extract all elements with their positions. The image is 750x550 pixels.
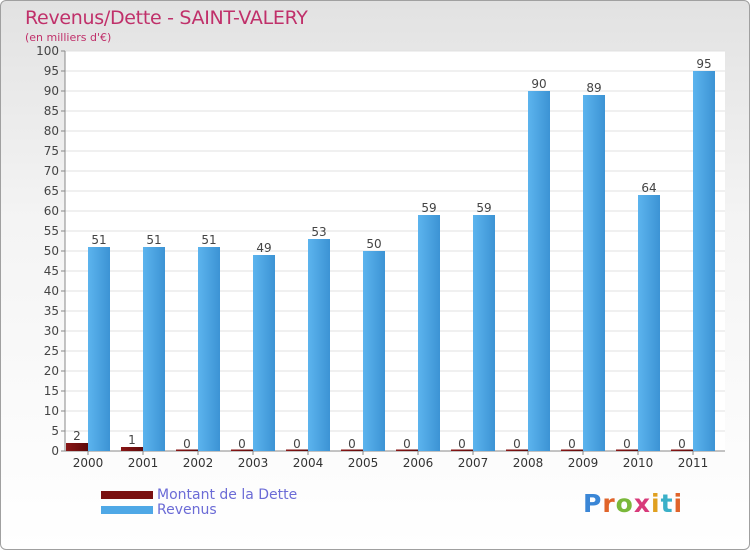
- x-tick-label-2010: 2010: [623, 456, 654, 470]
- y-tick-label-10: 10: [44, 404, 59, 418]
- label-revenus-2002: 51: [201, 233, 216, 247]
- bar-dette-2008: [506, 449, 528, 451]
- legend-label-dette: Montant de la Dette: [157, 487, 298, 503]
- label-revenus-2004: 53: [311, 225, 326, 239]
- label-dette-2010: 0: [623, 437, 631, 451]
- logo-letter: r: [602, 489, 616, 518]
- label-dette-2011: 0: [678, 437, 686, 451]
- label-revenus-2010: 64: [641, 181, 656, 195]
- y-tick-label-80: 80: [44, 124, 59, 138]
- x-tick-label-2011: 2011: [678, 456, 709, 470]
- bar-revenus-2001: [143, 247, 165, 451]
- x-tick-label-2005: 2005: [348, 456, 379, 470]
- y-tick-label-85: 85: [44, 104, 59, 118]
- label-revenus-2006: 59: [421, 201, 436, 215]
- label-revenus-2005: 50: [366, 237, 381, 251]
- x-tick-label-2007: 2007: [458, 456, 489, 470]
- y-tick-label-55: 55: [44, 224, 59, 238]
- y-tick-label-30: 30: [44, 324, 59, 338]
- label-revenus-2000: 51: [91, 233, 106, 247]
- label-dette-2004: 0: [293, 437, 301, 451]
- label-dette-2009: 0: [568, 437, 576, 451]
- y-tick-label-0: 0: [51, 444, 59, 458]
- bar-dette-2011: [671, 449, 693, 451]
- label-revenus-2001: 51: [146, 233, 161, 247]
- chart-subtitle: (en milliers d'€): [25, 31, 112, 44]
- label-dette-2005: 0: [348, 437, 356, 451]
- x-tick-label-2006: 2006: [403, 456, 434, 470]
- x-tick-label-2002: 2002: [183, 456, 214, 470]
- logo-letter: i: [651, 489, 661, 518]
- y-tick-label-70: 70: [44, 164, 59, 178]
- logo-letter: i: [673, 489, 684, 518]
- x-tick-label-2008: 2008: [513, 456, 544, 470]
- label-dette-2002: 0: [183, 437, 191, 451]
- y-tick-label-100: 100: [36, 44, 59, 58]
- bar-revenus-2000: [88, 247, 110, 451]
- chart-title: Revenus/Dette - SAINT-VALERY: [25, 7, 308, 29]
- bar-revenus-2007: [473, 215, 495, 451]
- bar-revenus-2008: [528, 91, 550, 451]
- bar-dette-2005: [341, 449, 363, 451]
- y-tick-label-65: 65: [44, 184, 59, 198]
- logo-letter: P: [583, 489, 603, 518]
- bar-dette-2000: [66, 443, 88, 451]
- label-dette-2003: 0: [238, 437, 246, 451]
- logo-letter: x: [633, 489, 651, 518]
- y-tick-label-35: 35: [44, 304, 59, 318]
- label-revenus-2011: 95: [696, 57, 711, 71]
- y-tick-label-75: 75: [44, 144, 59, 158]
- y-tick-label-25: 25: [44, 344, 59, 358]
- label-dette-2007: 0: [458, 437, 466, 451]
- y-tick-label-60: 60: [44, 204, 59, 218]
- x-tick-label-2003: 2003: [238, 456, 269, 470]
- y-tick-label-90: 90: [44, 84, 59, 98]
- bar-revenus-2006: [418, 215, 440, 451]
- legend-label-revenus: Revenus: [157, 502, 217, 518]
- logo-letter: t: [660, 489, 674, 518]
- y-tick-label-5: 5: [51, 424, 59, 438]
- y-tick-label-95: 95: [44, 64, 59, 78]
- label-revenus-2007: 59: [476, 201, 491, 215]
- label-dette-2000: 2: [73, 429, 81, 443]
- bar-dette-2010: [616, 449, 638, 451]
- bar-dette-2003: [231, 449, 253, 451]
- x-tick-label-2001: 2001: [128, 456, 159, 470]
- bar-dette-2009: [561, 449, 583, 451]
- y-tick-label-40: 40: [44, 284, 59, 298]
- y-tick-label-15: 15: [44, 384, 59, 398]
- y-tick-label-50: 50: [44, 244, 59, 258]
- bar-dette-2006: [396, 449, 418, 451]
- legend-swatch-dette: [101, 491, 153, 499]
- x-tick-label-2009: 2009: [568, 456, 599, 470]
- legend-swatch-revenus: [101, 506, 153, 514]
- label-dette-2006: 0: [403, 437, 411, 451]
- label-revenus-2009: 89: [586, 81, 601, 95]
- bar-revenus-2009: [583, 95, 605, 451]
- bar-revenus-2005: [363, 251, 385, 451]
- bar-revenus-2010: [638, 195, 660, 451]
- logo-letter: o: [615, 489, 634, 518]
- x-tick-label-2000: 2000: [73, 456, 104, 470]
- proxiti-logo: Proxiti: [583, 489, 683, 518]
- bar-dette-2007: [451, 449, 473, 451]
- bar-revenus-2004: [308, 239, 330, 451]
- label-dette-2008: 0: [513, 437, 521, 451]
- bar-dette-2001: [121, 447, 143, 451]
- label-revenus-2003: 49: [256, 241, 271, 255]
- bar-revenus-2003: [253, 255, 275, 451]
- x-tick-label-2004: 2004: [293, 456, 324, 470]
- label-revenus-2008: 90: [531, 77, 546, 91]
- bar-revenus-2011: [693, 71, 715, 451]
- bar-revenus-2002: [198, 247, 220, 451]
- bar-dette-2002: [176, 449, 198, 451]
- label-dette-2001: 1: [128, 433, 136, 447]
- y-tick-label-45: 45: [44, 264, 59, 278]
- bar-dette-2004: [286, 449, 308, 451]
- y-tick-label-20: 20: [44, 364, 59, 378]
